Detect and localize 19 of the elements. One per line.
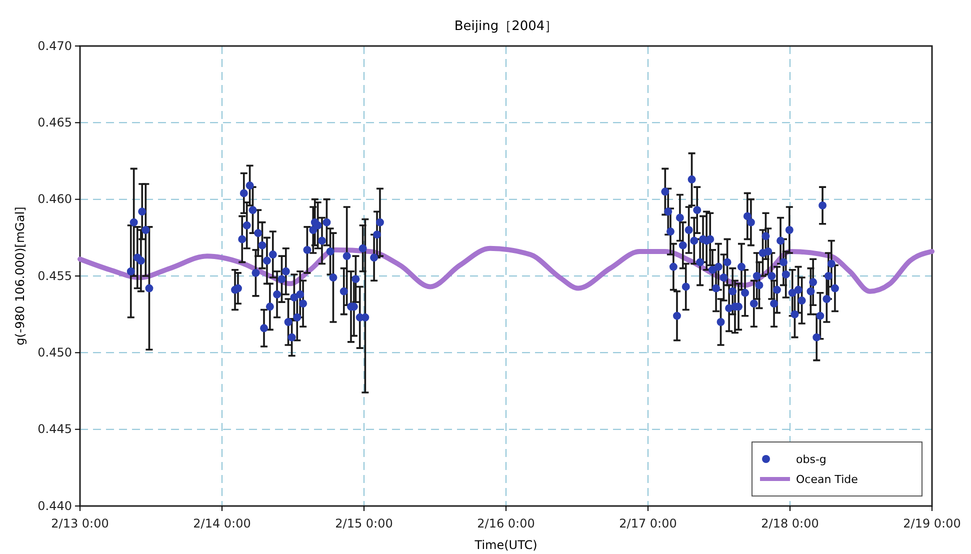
- legend-label: Ocean Tide: [796, 473, 858, 486]
- x-tick-label: 2/13 0:00: [51, 516, 109, 531]
- x-tick-label: 2/19 0:00: [903, 516, 961, 531]
- chart-title: Beijing［2004］: [454, 19, 558, 34]
- y-tick-label: 0.455: [38, 268, 72, 283]
- x-tick-label: 2/16 0:00: [477, 516, 535, 531]
- x-axis-title: Time(UTC): [474, 538, 538, 552]
- x-tick-label: 2/14 0:00: [193, 516, 251, 531]
- x-tick-label: 2/17 0:00: [619, 516, 677, 531]
- y-tick-label: 0.440: [38, 498, 72, 513]
- x-tick-label: 2/15 0:00: [335, 516, 393, 531]
- y-tick-label: 0.450: [38, 346, 72, 360]
- y-tick-label: 0.445: [38, 422, 72, 436]
- y-tick-label: 0.460: [38, 192, 72, 206]
- y-tick-label: 0.470: [38, 38, 72, 53]
- legend-label: obs-g: [796, 453, 826, 466]
- y-axis-title: g(-980 106.000)[mGal]: [13, 206, 27, 346]
- y-tick-label: 0.465: [38, 116, 72, 130]
- x-tick-label: 2/18 0:00: [761, 516, 819, 531]
